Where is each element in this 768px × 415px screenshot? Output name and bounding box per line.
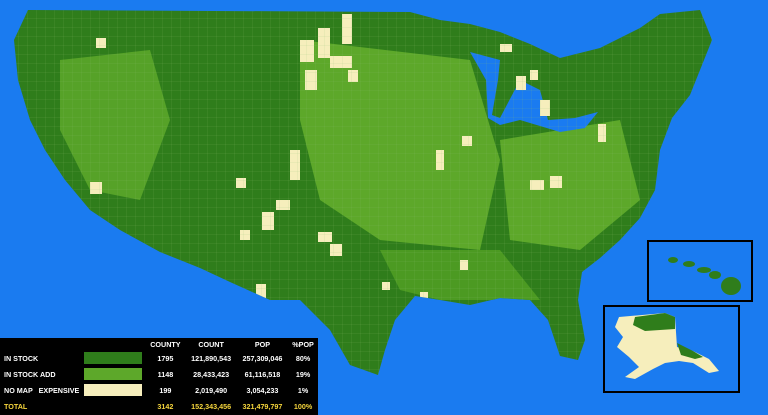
alaska-inset bbox=[603, 305, 740, 393]
row-label: NO MAP EXPENSIVE bbox=[4, 385, 80, 395]
legend-row-total: TOTAL 3142 152,343,456 321,479,797 100% bbox=[0, 398, 318, 414]
header-count: COUNT bbox=[198, 339, 224, 349]
alaska-map bbox=[615, 313, 719, 379]
row-label: IN STOCK ADD bbox=[4, 369, 56, 379]
swatch-no-map-expensive bbox=[84, 384, 143, 396]
legend-row-no-map-expensive: NO MAP EXPENSIVE 199 2,019,490 3,054,233… bbox=[0, 382, 318, 398]
total-pop: 321,479,797 bbox=[242, 401, 283, 411]
header-county: COUNTY bbox=[150, 339, 181, 349]
legend-row-in-stock-add: IN STOCK ADD 1148 28,433,423 61,116,518 … bbox=[0, 366, 318, 382]
row-pop: 257,309,046 bbox=[242, 353, 283, 363]
row-pct: 80% bbox=[295, 353, 311, 363]
row-pop: 61,116,518 bbox=[244, 369, 281, 379]
total-pct: 100% bbox=[293, 401, 313, 411]
legend-row-in-stock: IN STOCK 1795 121,890,543 257,309,046 80… bbox=[0, 350, 318, 366]
row-pop: 3,054,233 bbox=[246, 385, 279, 395]
row-pct: 19% bbox=[295, 369, 311, 379]
legend-table: COUNTY COUNT POP %POP IN STOCK 1795 121,… bbox=[0, 338, 318, 415]
row-county: 199 bbox=[159, 385, 172, 395]
row-count: 28,433,423 bbox=[193, 369, 230, 379]
total-count: 152,343,456 bbox=[191, 401, 232, 411]
row-count: 2,019,490 bbox=[195, 385, 228, 395]
legend-header-row: COUNTY COUNT POP %POP bbox=[0, 338, 318, 350]
header-pct-pop: %POP bbox=[292, 339, 314, 349]
total-label: TOTAL bbox=[4, 401, 28, 411]
header-pop: POP bbox=[254, 339, 271, 349]
swatch-in-stock bbox=[84, 352, 143, 364]
hawaii-inset bbox=[647, 240, 753, 302]
row-county: 1148 bbox=[157, 369, 174, 379]
row-label: IN STOCK bbox=[4, 353, 39, 363]
row-pct: 1% bbox=[297, 385, 309, 395]
row-count: 121,890,543 bbox=[191, 353, 232, 363]
swatch-in-stock-add bbox=[84, 368, 143, 380]
row-county: 1795 bbox=[157, 353, 174, 363]
total-county: 3142 bbox=[157, 401, 174, 411]
hawaii-map bbox=[668, 257, 741, 295]
